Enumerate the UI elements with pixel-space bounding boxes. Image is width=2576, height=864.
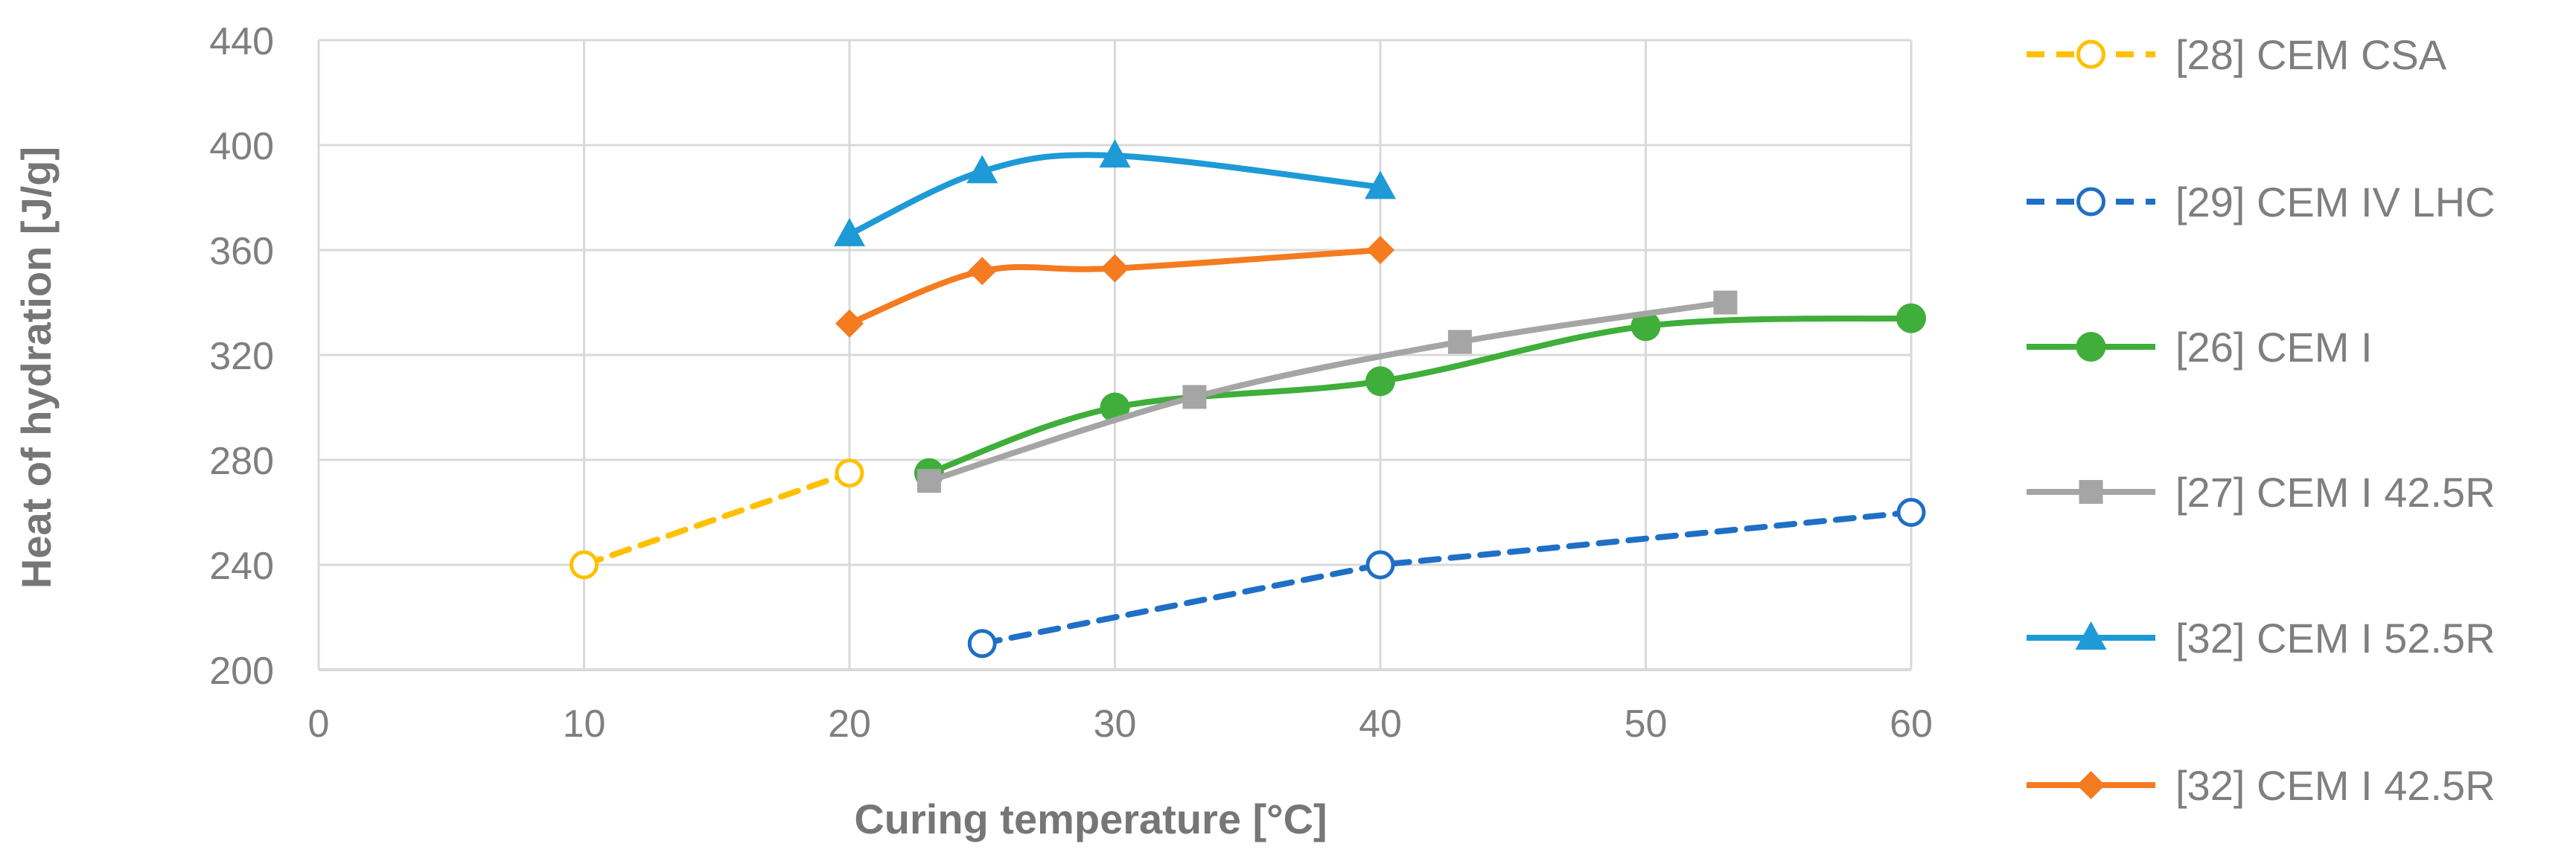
data-point — [1630, 311, 1661, 342]
legend-label: [27] CEM I 42.5R — [2175, 469, 2496, 516]
legend-item: [32] CEM I 42.5R — [2027, 762, 2496, 809]
data-point — [968, 257, 997, 286]
legend-item: [27] CEM I 42.5R — [2027, 469, 2496, 516]
x-tick-label: 50 — [1625, 703, 1668, 746]
series-5 — [835, 236, 1394, 338]
data-point — [1447, 330, 1472, 354]
x-tick-label: 30 — [1094, 703, 1137, 746]
x-tick-label: 60 — [1890, 703, 1933, 746]
data-point — [1182, 385, 1207, 409]
legend-label: [32] CEM I 42.5R — [2175, 762, 2496, 809]
legend-marker — [2076, 771, 2105, 799]
data-point — [1713, 290, 1738, 315]
legend-item: [32] CEM I 52.5R — [2027, 615, 2496, 662]
y-tick-label: 440 — [209, 20, 274, 63]
legend-item: [28] CEM CSA — [2027, 31, 2447, 78]
legend-marker — [2076, 187, 2105, 217]
x-axis-title: Curing temperature [°C] — [854, 796, 1327, 842]
axes: 0 10 20 30 40 50 60 200 240 280 320 360 400 440 — [209, 20, 1933, 746]
legend-marker — [2079, 480, 2103, 504]
series-line — [847, 247, 1383, 327]
y-tick-label: 400 — [209, 125, 274, 168]
y-tick-label: 360 — [209, 230, 274, 273]
legend: [28] CEM CSA [29] CEM IV LHC [26] CEM I [27… — [2027, 31, 2496, 809]
x-tick-label: 20 — [828, 703, 871, 746]
plot-area — [570, 139, 1926, 659]
y-tick-label: 280 — [209, 440, 274, 483]
data-point — [834, 217, 865, 246]
y-tick-label: 240 — [209, 545, 274, 588]
series-line — [979, 509, 1914, 647]
data-point — [1100, 254, 1129, 283]
legend-item: [26] CEM I — [2027, 324, 2373, 371]
data-point — [1365, 366, 1395, 397]
x-tick-label: 0 — [308, 703, 330, 746]
series-line — [925, 315, 1914, 476]
y-tick-label: 320 — [209, 335, 274, 378]
legend-label: [28] CEM CSA — [2175, 31, 2447, 78]
x-tick-label: 10 — [563, 703, 606, 746]
legend-item: [29] CEM IV LHC — [2027, 179, 2495, 225]
y-tick-label: 200 — [209, 650, 274, 693]
legend-marker — [2076, 332, 2106, 362]
series-0 — [570, 458, 864, 580]
data-point — [1365, 170, 1396, 199]
data-point — [835, 458, 864, 488]
series-3 — [916, 290, 1738, 493]
data-point — [1365, 550, 1395, 580]
y-axis-title: Heat of hydration [J/g] — [13, 147, 60, 589]
legend-label: [32] CEM I 52.5R — [2175, 615, 2496, 662]
series-1 — [967, 498, 1926, 659]
data-point — [570, 550, 599, 580]
gridlines — [317, 39, 1913, 671]
data-point — [916, 469, 941, 493]
series-line — [581, 470, 852, 568]
legend-label: [29] CEM IV LHC — [2175, 179, 2495, 225]
data-point — [1896, 498, 1926, 527]
data-point — [967, 629, 997, 659]
data-point — [966, 155, 998, 184]
data-point — [1896, 303, 1926, 333]
legend-marker — [2075, 621, 2107, 650]
data-point — [1099, 139, 1131, 168]
data-point — [1366, 236, 1394, 264]
x-tick-label: 40 — [1359, 703, 1402, 746]
data-point — [835, 309, 864, 338]
legend-label: [26] CEM I — [2175, 324, 2373, 371]
series-line — [847, 152, 1383, 237]
series-4 — [834, 139, 1396, 246]
series-line — [925, 299, 1729, 484]
legend-marker — [2076, 39, 2105, 69]
